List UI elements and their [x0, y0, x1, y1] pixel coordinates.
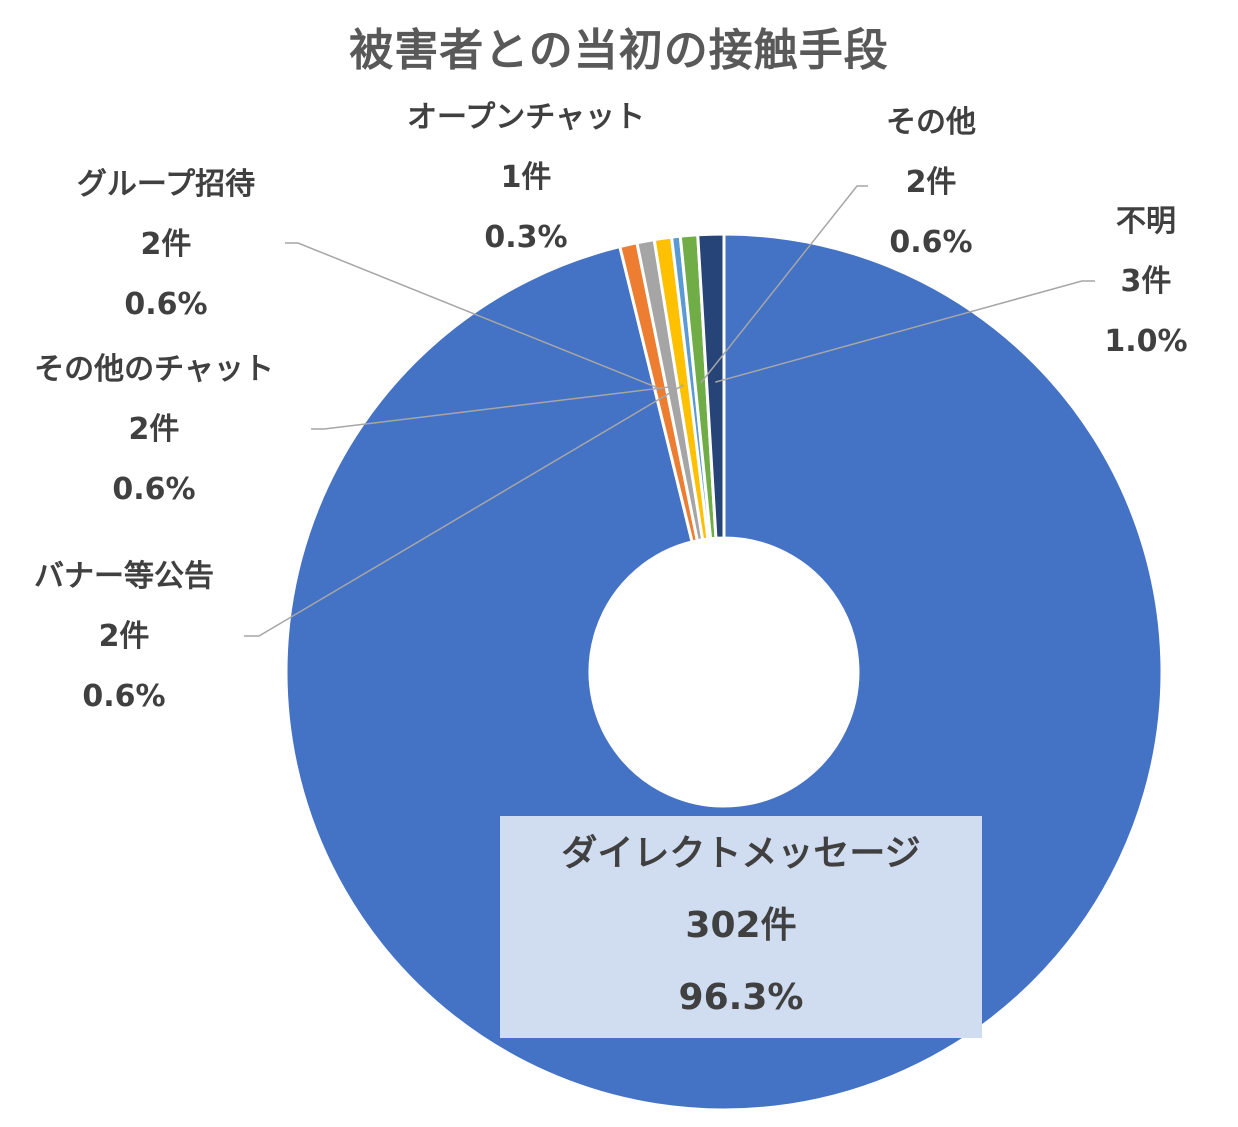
chart-title: 被害者との当初の接触手段 — [349, 25, 889, 76]
leader-line-other-chat — [311, 385, 673, 430]
leader-line-banner-ad — [244, 384, 684, 637]
slice-percent: 0.6% — [889, 225, 973, 260]
slice-name: その他のチャット — [34, 352, 274, 387]
slice-label-unknown: 不明 3件 1.0% — [1104, 192, 1187, 372]
slice-percent: 0.6% — [82, 679, 166, 714]
slice-count: 2件 — [140, 227, 192, 262]
slice-percent: 96.3% — [678, 977, 804, 1018]
leader-lines — [244, 185, 1095, 637]
slice-count: 1件 — [500, 160, 552, 195]
slice-count: 2件 — [98, 619, 150, 654]
leader-line-unknown — [715, 280, 1095, 383]
slice-label-other: その他 2件 0.6% — [886, 93, 976, 273]
slice-percent: 0.3% — [484, 220, 568, 255]
slice-name: 不明 — [1115, 204, 1176, 239]
slice-name: グループ招待 — [76, 167, 256, 202]
slice-percent: 1.0% — [1104, 324, 1188, 359]
slice-name: その他 — [886, 105, 976, 140]
slice-label-group-invite: グループ招待 2件 0.6% — [77, 155, 255, 335]
slice-name: オープンチャット — [407, 100, 645, 135]
slice-name: バナー等公告 — [34, 559, 214, 594]
leader-line-other — [700, 185, 868, 384]
main-slice-label-box — [500, 816, 982, 1038]
leader-line-group-invite — [285, 242, 661, 390]
slice-name: ダイレクトメッセージ — [561, 833, 921, 874]
slice-label-direct-message: ダイレクトメッセージ 302件 96.3% — [561, 818, 920, 1034]
slice-percent: 0.6% — [112, 472, 196, 507]
slice-label-open-chat: オープンチャット 1件 0.3% — [407, 88, 645, 268]
slice-unknown — [696, 232, 726, 540]
slice-count: 3件 — [1120, 264, 1172, 299]
slice-label-other-chat: その他のチャット 2件 0.6% — [34, 340, 274, 520]
slice-count: 2件 — [905, 165, 957, 200]
slice-count: 302件 — [685, 905, 797, 946]
slice-percent: 0.6% — [124, 287, 208, 322]
slice-count: 2件 — [128, 412, 180, 447]
slice-label-banner-ad: バナー等公告 2件 0.6% — [34, 547, 214, 727]
